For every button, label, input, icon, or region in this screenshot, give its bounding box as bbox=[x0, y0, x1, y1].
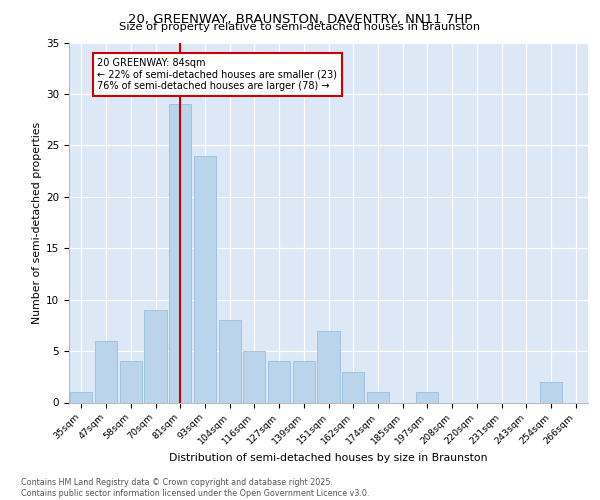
Bar bbox=[169, 104, 191, 403]
Text: 20, GREENWAY, BRAUNSTON, DAVENTRY, NN11 7HP: 20, GREENWAY, BRAUNSTON, DAVENTRY, NN11 … bbox=[128, 12, 472, 26]
Bar bbox=[293, 362, 315, 403]
Bar bbox=[540, 382, 562, 402]
Bar bbox=[416, 392, 439, 402]
Bar bbox=[119, 362, 142, 403]
Bar bbox=[268, 362, 290, 403]
Bar bbox=[218, 320, 241, 402]
Bar bbox=[145, 310, 167, 402]
Text: Size of property relative to semi-detached houses in Braunston: Size of property relative to semi-detach… bbox=[119, 22, 481, 32]
Bar bbox=[367, 392, 389, 402]
Bar bbox=[317, 330, 340, 402]
Text: Contains HM Land Registry data © Crown copyright and database right 2025.
Contai: Contains HM Land Registry data © Crown c… bbox=[21, 478, 370, 498]
X-axis label: Distribution of semi-detached houses by size in Braunston: Distribution of semi-detached houses by … bbox=[169, 452, 488, 462]
Bar bbox=[243, 351, 265, 403]
Text: 20 GREENWAY: 84sqm
← 22% of semi-detached houses are smaller (23)
76% of semi-de: 20 GREENWAY: 84sqm ← 22% of semi-detache… bbox=[97, 58, 337, 91]
Bar bbox=[342, 372, 364, 402]
Bar bbox=[194, 156, 216, 402]
Bar bbox=[70, 392, 92, 402]
Y-axis label: Number of semi-detached properties: Number of semi-detached properties bbox=[32, 122, 42, 324]
Bar bbox=[95, 341, 117, 402]
